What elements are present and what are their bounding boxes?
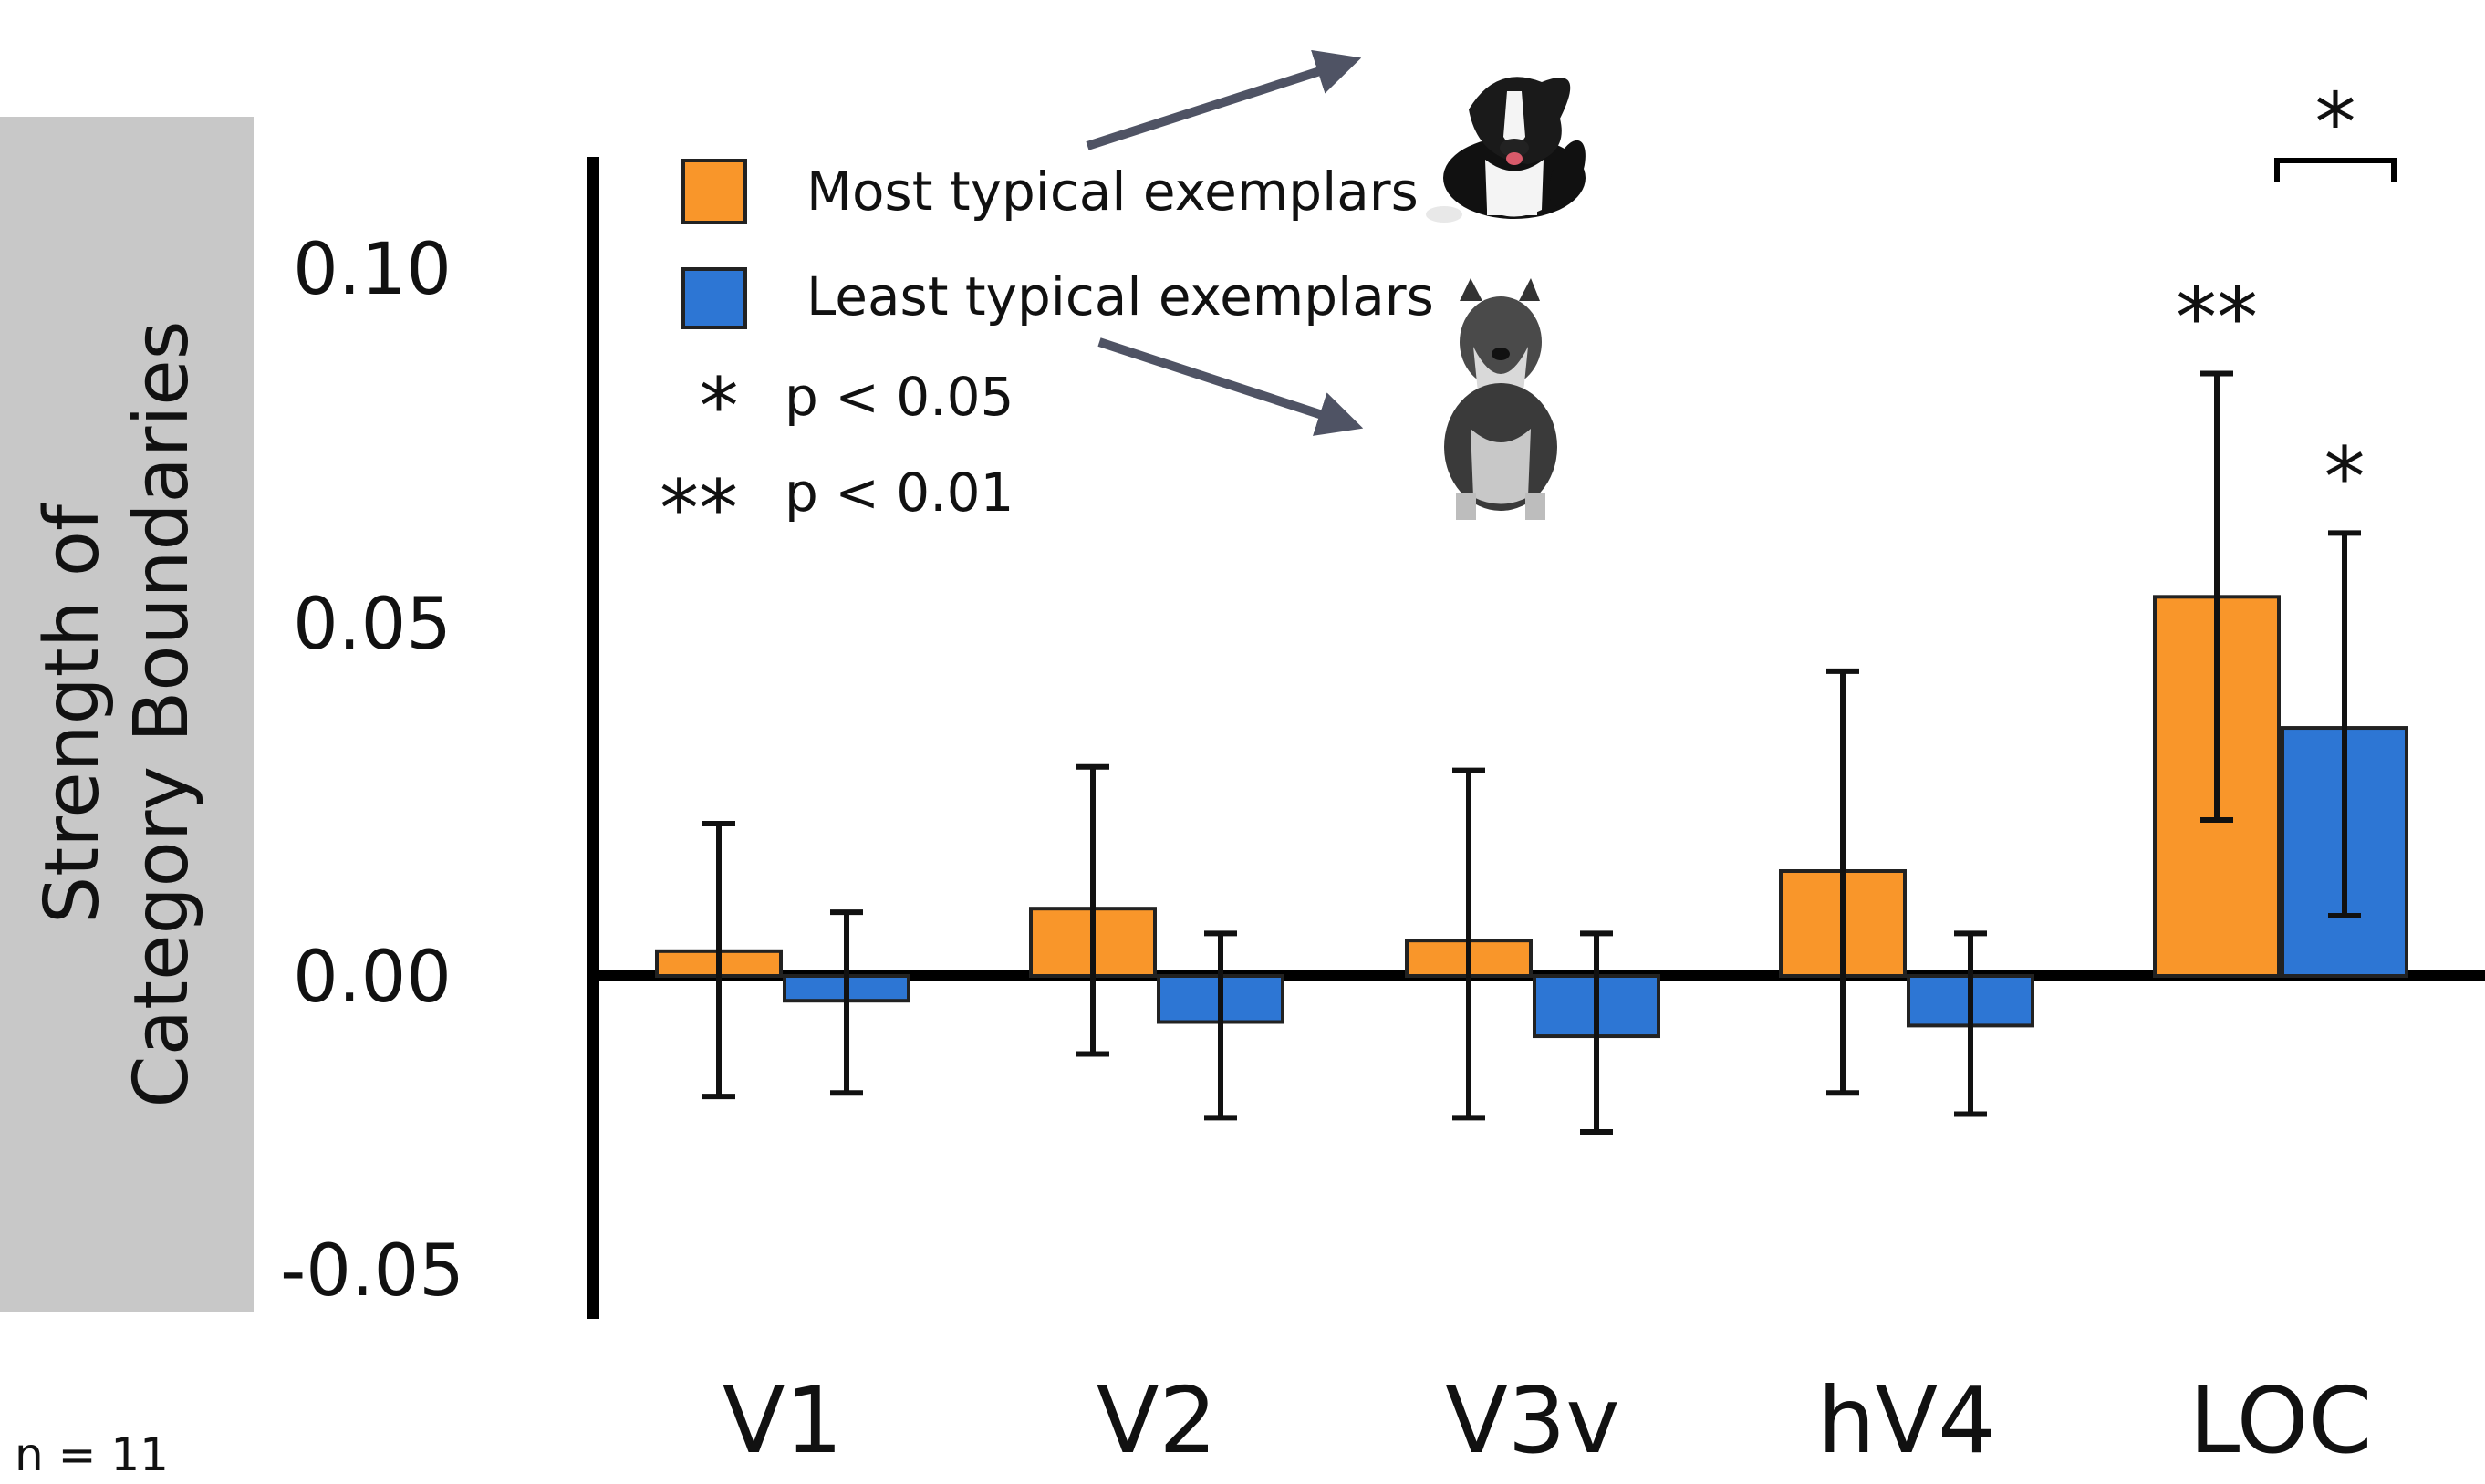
error-bar xyxy=(1204,930,1237,1121)
error-bar xyxy=(1580,930,1613,1135)
ytick-label: 0.10 xyxy=(293,229,452,311)
significance-bracket xyxy=(2274,158,2397,182)
schnauzer-dog-icon xyxy=(1444,278,1557,520)
sample-size-note: n = 11 xyxy=(15,1428,169,1481)
border-collie-dog-icon xyxy=(1426,77,1586,223)
bracket-sig-star: * xyxy=(2315,76,2356,171)
significance-star: ** xyxy=(2176,271,2258,367)
legend-label-most-typical: Most typical exemplars xyxy=(806,161,1419,223)
legend-sig-text-1: p < 0.05 xyxy=(785,366,1014,428)
ylabel-line-1: Strength of xyxy=(29,503,116,924)
arrow-to-typical-dog xyxy=(1086,49,1362,150)
legend-sig-symbol-2: ** xyxy=(660,463,738,555)
ylabel-panel xyxy=(0,117,254,1312)
error-bar xyxy=(1076,763,1109,1057)
error-bar xyxy=(2328,530,2361,918)
legend-label-least-typical: Least typical exemplars xyxy=(806,265,1434,327)
category-label: hV4 xyxy=(1817,1367,1995,1474)
category-label: V2 xyxy=(1097,1367,1217,1474)
category-label: LOC xyxy=(2189,1367,2373,1474)
error-bar xyxy=(702,820,735,1100)
category-label: V3v xyxy=(1445,1367,1619,1474)
error-bar xyxy=(2200,370,2233,824)
significance-star: * xyxy=(2324,430,2365,525)
ylabel-line-2: Category Boundaries xyxy=(119,321,205,1108)
arrow-to-atypical-dog xyxy=(1097,337,1364,436)
legend-swatch-most-typical xyxy=(681,159,747,224)
error-bar xyxy=(1954,930,1987,1117)
ytick-label: 0.00 xyxy=(293,937,452,1019)
legend-sig-text-2: p < 0.01 xyxy=(785,462,1014,524)
ytick-label: -0.05 xyxy=(280,1230,464,1313)
error-bar xyxy=(1826,668,1859,1096)
legend-swatch-least-typical xyxy=(681,267,747,329)
error-bar xyxy=(830,909,863,1096)
category-label: V1 xyxy=(723,1367,843,1474)
ytick-label: 0.05 xyxy=(293,584,452,666)
error-bar xyxy=(1452,767,1485,1121)
legend-sig-symbol-1: * xyxy=(700,361,739,452)
